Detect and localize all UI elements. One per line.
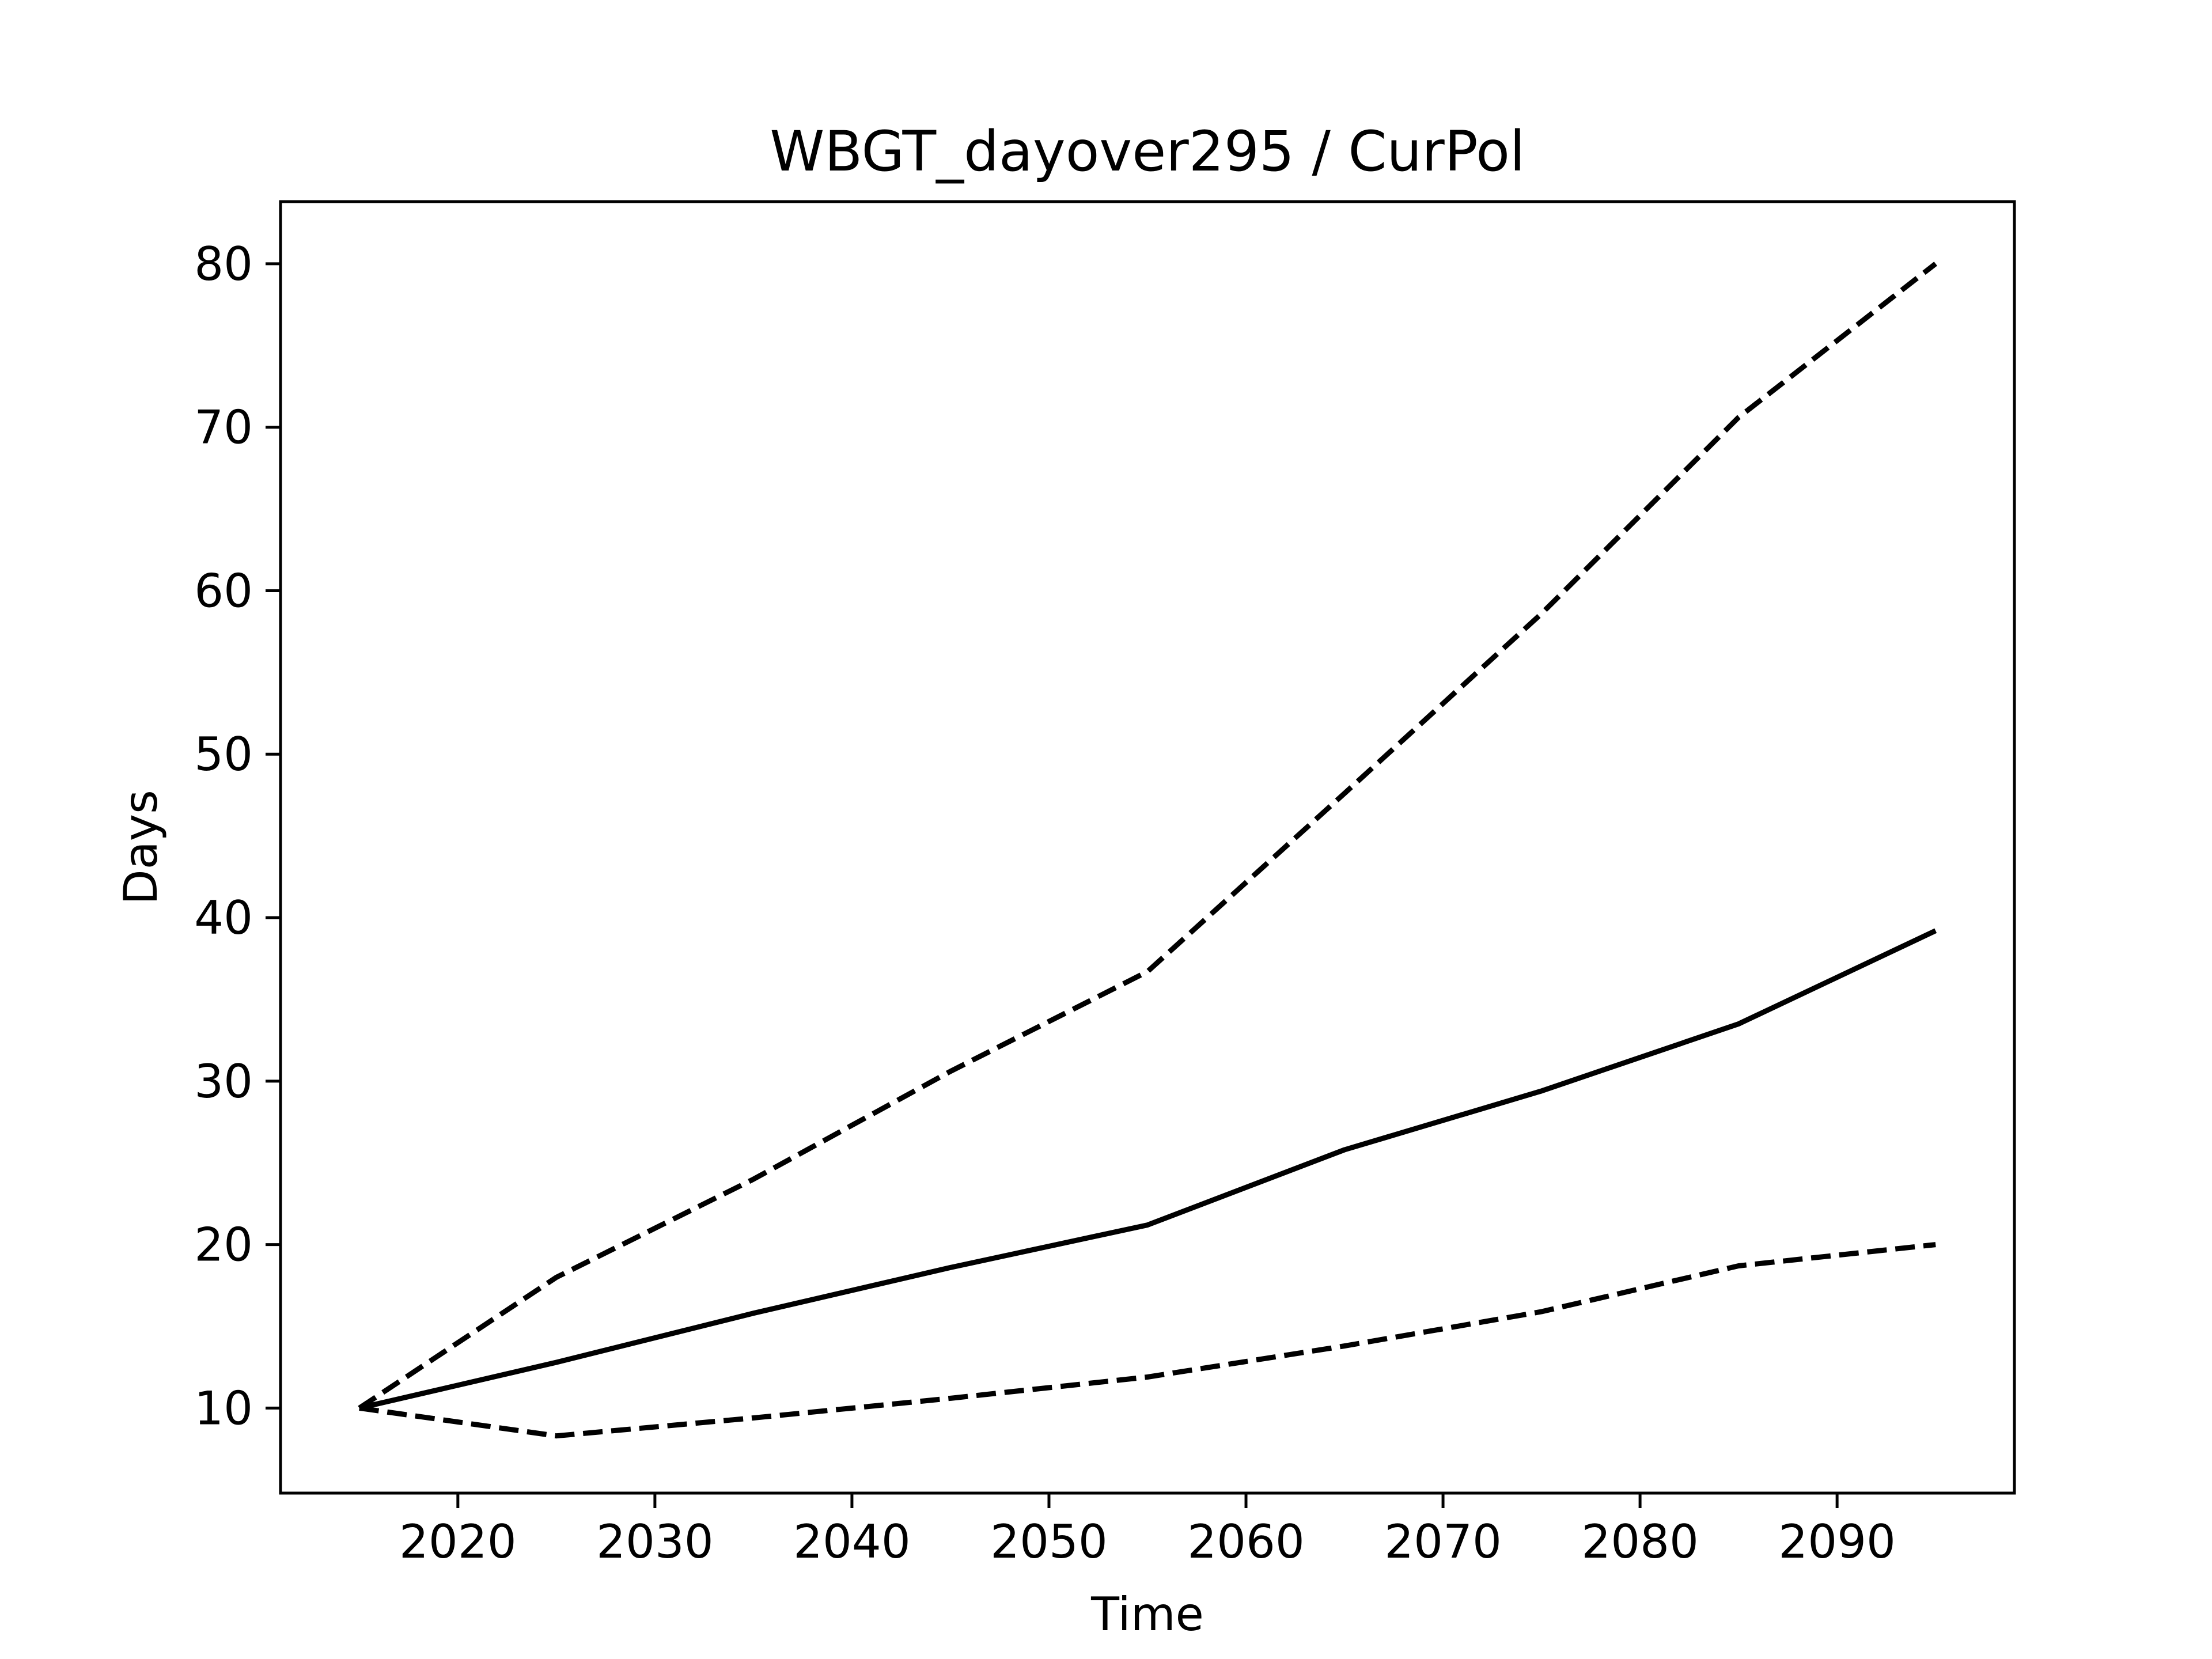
x-tick-label: 2040 (793, 1515, 911, 1569)
series-line-1 (358, 928, 1937, 1411)
x-tick-label: 2050 (990, 1515, 1108, 1569)
x-tick-label: 2070 (1384, 1515, 1502, 1569)
x-tick-label: 2090 (1778, 1515, 1896, 1569)
y-tick-label: 70 (194, 401, 253, 454)
series-line-2 (358, 262, 1937, 1411)
x-axis-label: Time (1090, 1588, 1204, 1641)
series-layer (358, 262, 1937, 1439)
y-tick-label: 40 (194, 891, 253, 945)
x-axis: 2020 2030 2040 2050 2060 2070 2080 2090 (399, 1493, 1896, 1569)
y-tick-label: 20 (194, 1218, 253, 1272)
x-tick-label: 2030 (596, 1515, 714, 1569)
x-tick-label: 2020 (399, 1515, 517, 1569)
y-tick-label: 50 (194, 728, 253, 781)
plot-frame (279, 200, 2016, 1495)
y-axis: 10 20 30 40 50 60 70 80 (194, 237, 281, 1435)
x-tick-label: 2080 (1581, 1515, 1699, 1569)
y-axis-label: Days (114, 790, 168, 905)
y-tick-label: 60 (194, 564, 253, 618)
y-tick-label: 10 (194, 1381, 253, 1435)
y-tick-label: 80 (194, 237, 253, 291)
x-tick-label: 2060 (1187, 1515, 1305, 1569)
series-line-3 (359, 1242, 1936, 1439)
y-tick-label: 30 (194, 1055, 253, 1108)
chart-title: WBGT_dayover295 / CurPol (770, 119, 1525, 184)
